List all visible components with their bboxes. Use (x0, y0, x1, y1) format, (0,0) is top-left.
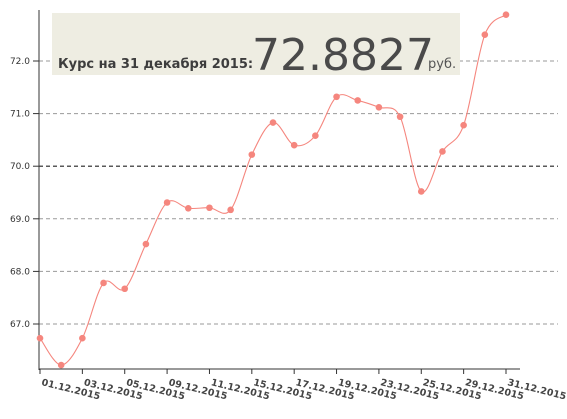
y-tick-label: 70.0 (10, 162, 30, 172)
data-point[interactable] (481, 31, 489, 38)
data-point[interactable] (439, 148, 446, 155)
y-tick-label: 72.0 (10, 57, 30, 67)
info-box-background (52, 13, 460, 75)
data-point[interactable] (312, 132, 319, 139)
info-box: Курс на 31 декабря 2015: 72.8827 руб. (52, 13, 460, 81)
data-point[interactable] (57, 361, 65, 369)
series-points (36, 11, 510, 369)
data-point[interactable] (227, 206, 234, 214)
data-point[interactable] (269, 119, 277, 126)
info-unit: руб. (428, 57, 456, 72)
data-point[interactable] (417, 188, 425, 195)
data-point[interactable] (375, 103, 383, 111)
data-point[interactable] (333, 93, 340, 101)
data-point[interactable] (396, 113, 404, 121)
data-point[interactable] (290, 141, 298, 149)
info-label: Курс на 31 декабря 2015: (58, 57, 253, 72)
data-point[interactable] (248, 151, 256, 158)
data-point[interactable] (163, 199, 171, 206)
data-point[interactable] (184, 204, 192, 212)
y-tick-label: 67.0 (10, 320, 30, 330)
chart-gridlines (39, 60, 558, 325)
y-tick-label: 68.0 (10, 267, 30, 277)
data-point[interactable] (460, 121, 467, 129)
info-value: 72.8827 (252, 30, 434, 81)
y-tick-label: 71.0 (10, 110, 30, 120)
y-axis-tick-labels: 67.0 68.0 69.0 70.0 71.0 72.0 (10, 57, 39, 330)
y-tick-label: 69.0 (10, 215, 30, 225)
data-point[interactable] (100, 279, 107, 287)
data-point[interactable] (502, 11, 510, 19)
data-point[interactable] (79, 334, 86, 342)
data-point[interactable] (206, 204, 213, 212)
data-point[interactable] (36, 334, 44, 342)
x-axis-tick-labels: 01.12.201503.12.201505.12.201509.12.2015… (39, 369, 567, 402)
data-point[interactable] (354, 97, 362, 104)
data-point[interactable] (121, 285, 129, 293)
data-point[interactable] (142, 240, 150, 248)
